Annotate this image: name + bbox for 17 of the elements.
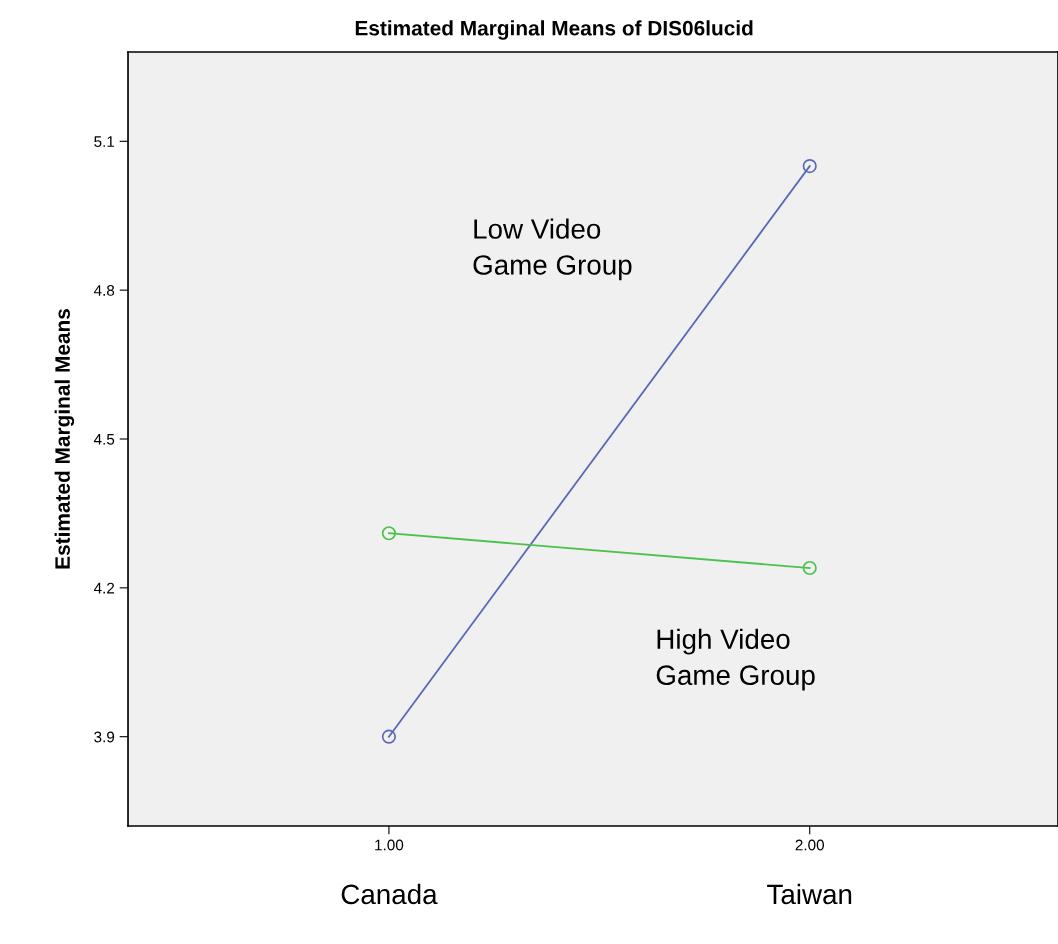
- series-label: High Video Game Group: [656, 628, 815, 691]
- y-axis-title: Estimated Marginal Means: [54, 309, 75, 569]
- point: [802, 560, 817, 576]
- x-tick-label: 1.00: [375, 839, 404, 851]
- point: [802, 159, 817, 174]
- text: Canada: [341, 883, 438, 905]
- point: [381, 729, 397, 744]
- y-tick-label: 3.9: [94, 731, 115, 743]
- y-tick-label: 4.5: [93, 434, 115, 445]
- y-tick-label: 4.8: [93, 285, 115, 296]
- chart-title: Estimated Marginal Means of DIS06lucid: [355, 20, 753, 40]
- y-tick-label: 4.2: [93, 582, 115, 594]
- text: Low Video Game Group: [473, 218, 632, 281]
- point: [381, 526, 397, 541]
- y-tick-label: 5.1: [94, 136, 115, 147]
- text: Taiwan: [767, 883, 852, 905]
- x-tick-label: 2.00: [795, 839, 824, 851]
